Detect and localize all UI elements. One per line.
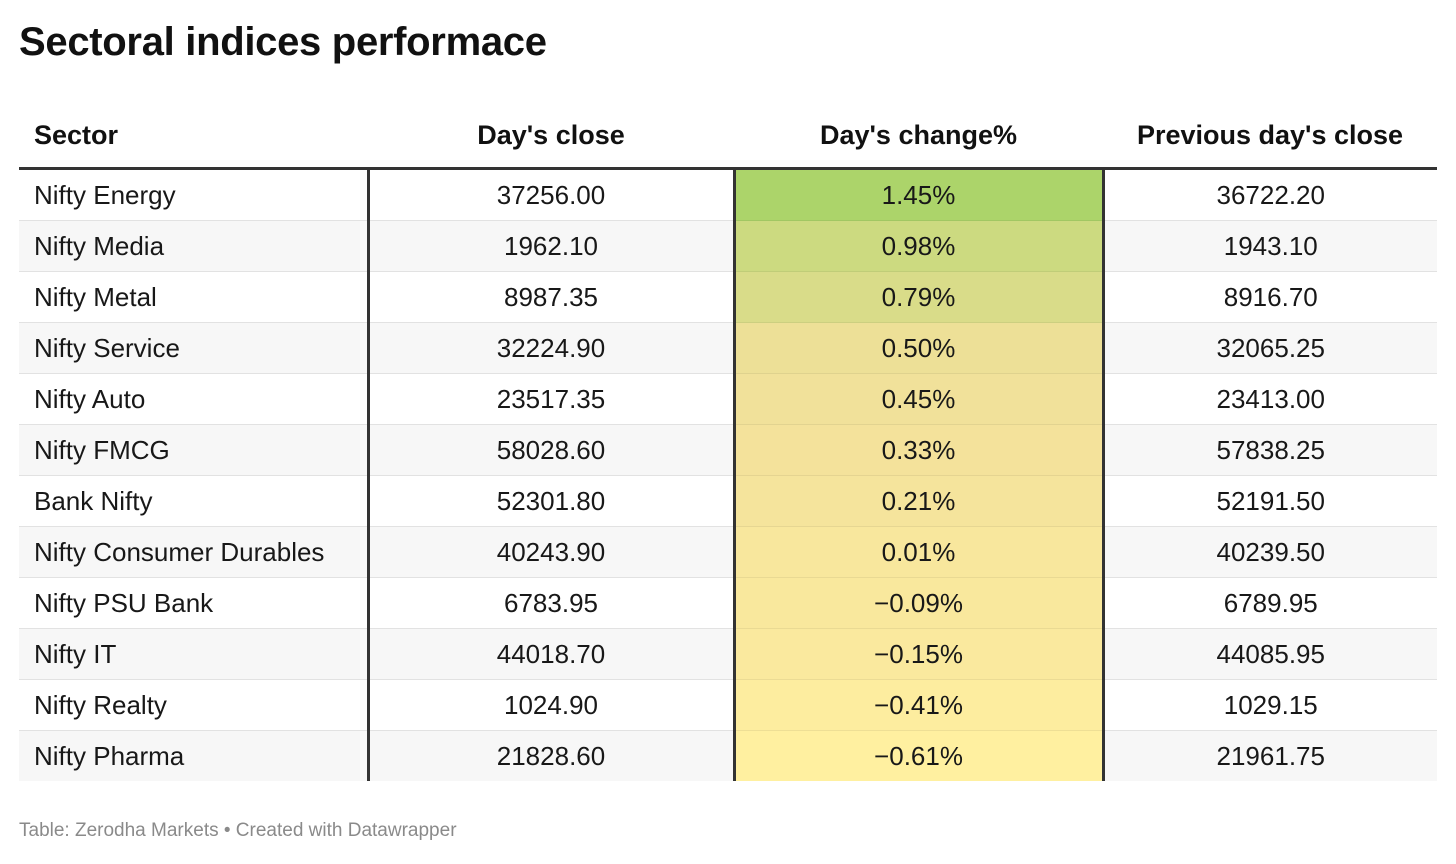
table-row: Nifty FMCG 58028.60 0.33% 57838.25 — [19, 424, 1437, 476]
sector-cell: Nifty Metal — [19, 271, 370, 323]
previous-close-cell: 52191.50 — [1103, 475, 1437, 527]
days-change-cell: −0.61% — [734, 730, 1105, 781]
sector-cell: Nifty FMCG — [19, 424, 370, 476]
table-row: Nifty Consumer Durables 40243.90 0.01% 4023… — [19, 526, 1437, 578]
table-row: Nifty Service 32224.90 0.50% 32065.25 — [19, 322, 1437, 374]
previous-close-cell: 57838.25 — [1103, 424, 1437, 476]
days-change-cell: 0.79% — [734, 271, 1105, 323]
sector-table-wrapper: Sector Day's close Day's change% Previou… — [19, 104, 1437, 781]
days-close-cell: 21828.60 — [368, 730, 736, 781]
days-close-cell: 1024.90 — [368, 679, 736, 731]
days-close-cell: 44018.70 — [368, 628, 736, 680]
sector-cell: Nifty Auto — [19, 373, 370, 425]
days-change-cell: 0.01% — [734, 526, 1105, 578]
days-close-cell: 40243.90 — [368, 526, 736, 578]
previous-close-cell: 40239.50 — [1103, 526, 1437, 578]
table-header-row: Sector Day's close Day's change% Previou… — [19, 104, 1437, 170]
table-row: Nifty Energy 37256.00 1.45% 36722.20 — [19, 168, 1437, 221]
table-row: Nifty Metal 8987.35 0.79% 8916.70 — [19, 271, 1437, 323]
previous-close-cell: 21961.75 — [1103, 730, 1437, 781]
table-row: Nifty Realty 1024.90 −0.41% 1029.15 — [19, 679, 1437, 731]
sector-cell: Nifty Pharma — [19, 730, 370, 781]
previous-close-cell: 6789.95 — [1103, 577, 1437, 629]
days-close-cell: 23517.35 — [368, 373, 736, 425]
column-header-sector[interactable]: Sector — [19, 104, 368, 170]
days-close-cell: 1962.10 — [368, 220, 736, 272]
previous-close-cell: 1029.15 — [1103, 679, 1437, 731]
column-header-days-change[interactable]: Day's change% — [734, 104, 1103, 170]
sector-cell: Nifty IT — [19, 628, 370, 680]
days-change-cell: 1.45% — [734, 168, 1105, 221]
days-change-cell: −0.09% — [734, 577, 1105, 629]
days-close-cell: 37256.00 — [368, 168, 736, 221]
days-close-cell: 8987.35 — [368, 271, 736, 323]
sector-cell: Nifty Service — [19, 322, 370, 374]
table-row: Bank Nifty 52301.80 0.21% 52191.50 — [19, 475, 1437, 527]
table-row: Nifty Pharma 21828.60 −0.61% 21961.75 — [19, 730, 1437, 781]
source-note: Table: Zerodha Markets • Created with Da… — [19, 820, 457, 841]
column-header-days-close[interactable]: Day's close — [368, 104, 734, 170]
days-close-cell: 32224.90 — [368, 322, 736, 374]
days-change-cell: 0.33% — [734, 424, 1105, 476]
days-change-cell: 0.45% — [734, 373, 1105, 425]
days-change-cell: 0.50% — [734, 322, 1105, 374]
days-change-cell: 0.98% — [734, 220, 1105, 272]
previous-close-cell: 23413.00 — [1103, 373, 1437, 425]
days-change-cell: −0.15% — [734, 628, 1105, 680]
table-body: Nifty Energy 37256.00 1.45% 36722.20 Nifty M… — [19, 168, 1437, 781]
table-row: Nifty Auto 23517.35 0.45% 23413.00 — [19, 373, 1437, 425]
previous-close-cell: 44085.95 — [1103, 628, 1437, 680]
days-change-cell: −0.41% — [734, 679, 1105, 731]
sector-cell: Bank Nifty — [19, 475, 370, 527]
table-row: Nifty PSU Bank 6783.95 −0.09% 6789.95 — [19, 577, 1437, 629]
sector-cell: Nifty Media — [19, 220, 370, 272]
sector-cell: Nifty Consumer Durables — [19, 526, 370, 578]
sector-cell: Nifty Realty — [19, 679, 370, 731]
days-close-cell: 52301.80 — [368, 475, 736, 527]
previous-close-cell: 1943.10 — [1103, 220, 1437, 272]
previous-close-cell: 36722.20 — [1103, 168, 1437, 221]
sector-cell: Nifty Energy — [19, 168, 370, 221]
sector-cell: Nifty PSU Bank — [19, 577, 370, 629]
sector-table: Sector Day's close Day's change% Previou… — [19, 104, 1437, 781]
table-row: Nifty Media 1962.10 0.98% 1943.10 — [19, 220, 1437, 272]
days-close-cell: 58028.60 — [368, 424, 736, 476]
previous-close-cell: 8916.70 — [1103, 271, 1437, 323]
days-close-cell: 6783.95 — [368, 577, 736, 629]
column-header-previous-close[interactable]: Previous day's close — [1103, 104, 1437, 170]
chart-title: Sectoral indices performace — [19, 20, 547, 64]
previous-close-cell: 32065.25 — [1103, 322, 1437, 374]
table-row: Nifty IT 44018.70 −0.15% 44085.95 — [19, 628, 1437, 680]
days-change-cell: 0.21% — [734, 475, 1105, 527]
